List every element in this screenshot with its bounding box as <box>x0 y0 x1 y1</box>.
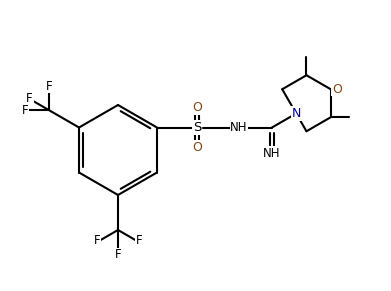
Text: N: N <box>292 107 301 120</box>
Text: O: O <box>192 101 202 114</box>
Text: F: F <box>115 249 121 262</box>
Text: F: F <box>136 235 142 248</box>
Text: O: O <box>192 141 202 154</box>
Text: F: F <box>26 93 33 106</box>
Text: F: F <box>22 104 28 116</box>
Text: NH: NH <box>230 121 248 134</box>
Text: F: F <box>45 79 52 93</box>
Text: F: F <box>93 235 100 248</box>
Text: O: O <box>332 83 342 96</box>
Text: NH: NH <box>263 147 281 160</box>
Text: S: S <box>193 121 201 134</box>
